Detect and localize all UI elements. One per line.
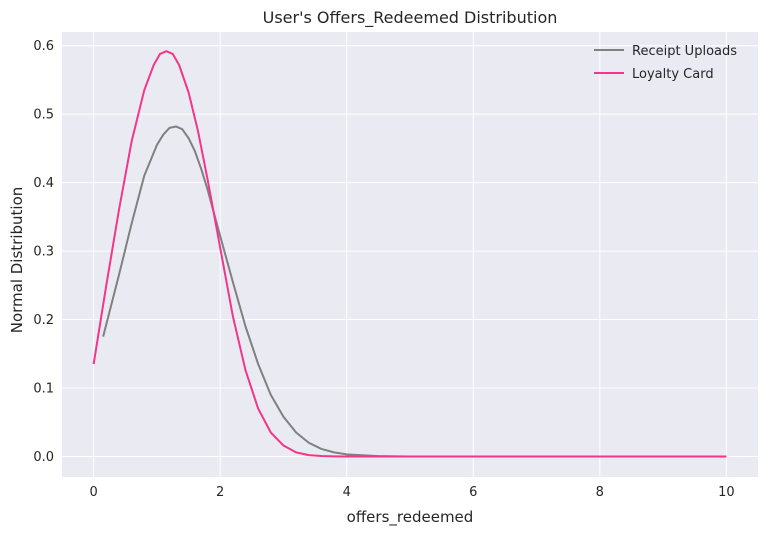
y-tick-labels: 0.0 0.1 0.2 0.3 0.4 0.5 0.6 xyxy=(33,39,54,465)
y-tick-label: 0.1 xyxy=(33,382,54,397)
legend-label-loyalty-card: Loyalty Card xyxy=(632,67,714,82)
plot-area xyxy=(62,32,758,477)
y-tick-label: 0.2 xyxy=(33,313,54,328)
x-axis-label: offers_redeemed xyxy=(347,508,474,527)
y-tick-label: 0.0 xyxy=(33,450,54,465)
x-tick-label: 8 xyxy=(596,485,604,500)
y-axis-label: Normal Distribution xyxy=(8,187,26,334)
y-tick-label: 0.4 xyxy=(33,176,54,191)
series-line-receipt-uploads xyxy=(102,125,727,458)
y-tick-label: 0.5 xyxy=(33,108,54,123)
series-lines xyxy=(92,50,727,458)
x-tick-label: 10 xyxy=(718,485,735,500)
y-tick-label: 0.6 xyxy=(33,39,54,54)
x-tick-label: 6 xyxy=(469,485,477,500)
chart-title: User's Offers_Redeemed Distribution xyxy=(263,8,558,28)
y-tick-label: 0.3 xyxy=(33,245,54,260)
legend: Receipt Uploads Loyalty Card xyxy=(594,44,737,82)
legend-label-receipt-uploads: Receipt Uploads xyxy=(632,44,737,59)
grid xyxy=(62,32,758,477)
x-tick-label: 4 xyxy=(343,485,351,500)
x-tick-labels: 0 2 4 6 8 10 xyxy=(89,485,734,500)
series-line-loyalty-card xyxy=(92,50,727,458)
x-tick-label: 2 xyxy=(216,485,224,500)
x-tick-label: 0 xyxy=(89,485,97,500)
